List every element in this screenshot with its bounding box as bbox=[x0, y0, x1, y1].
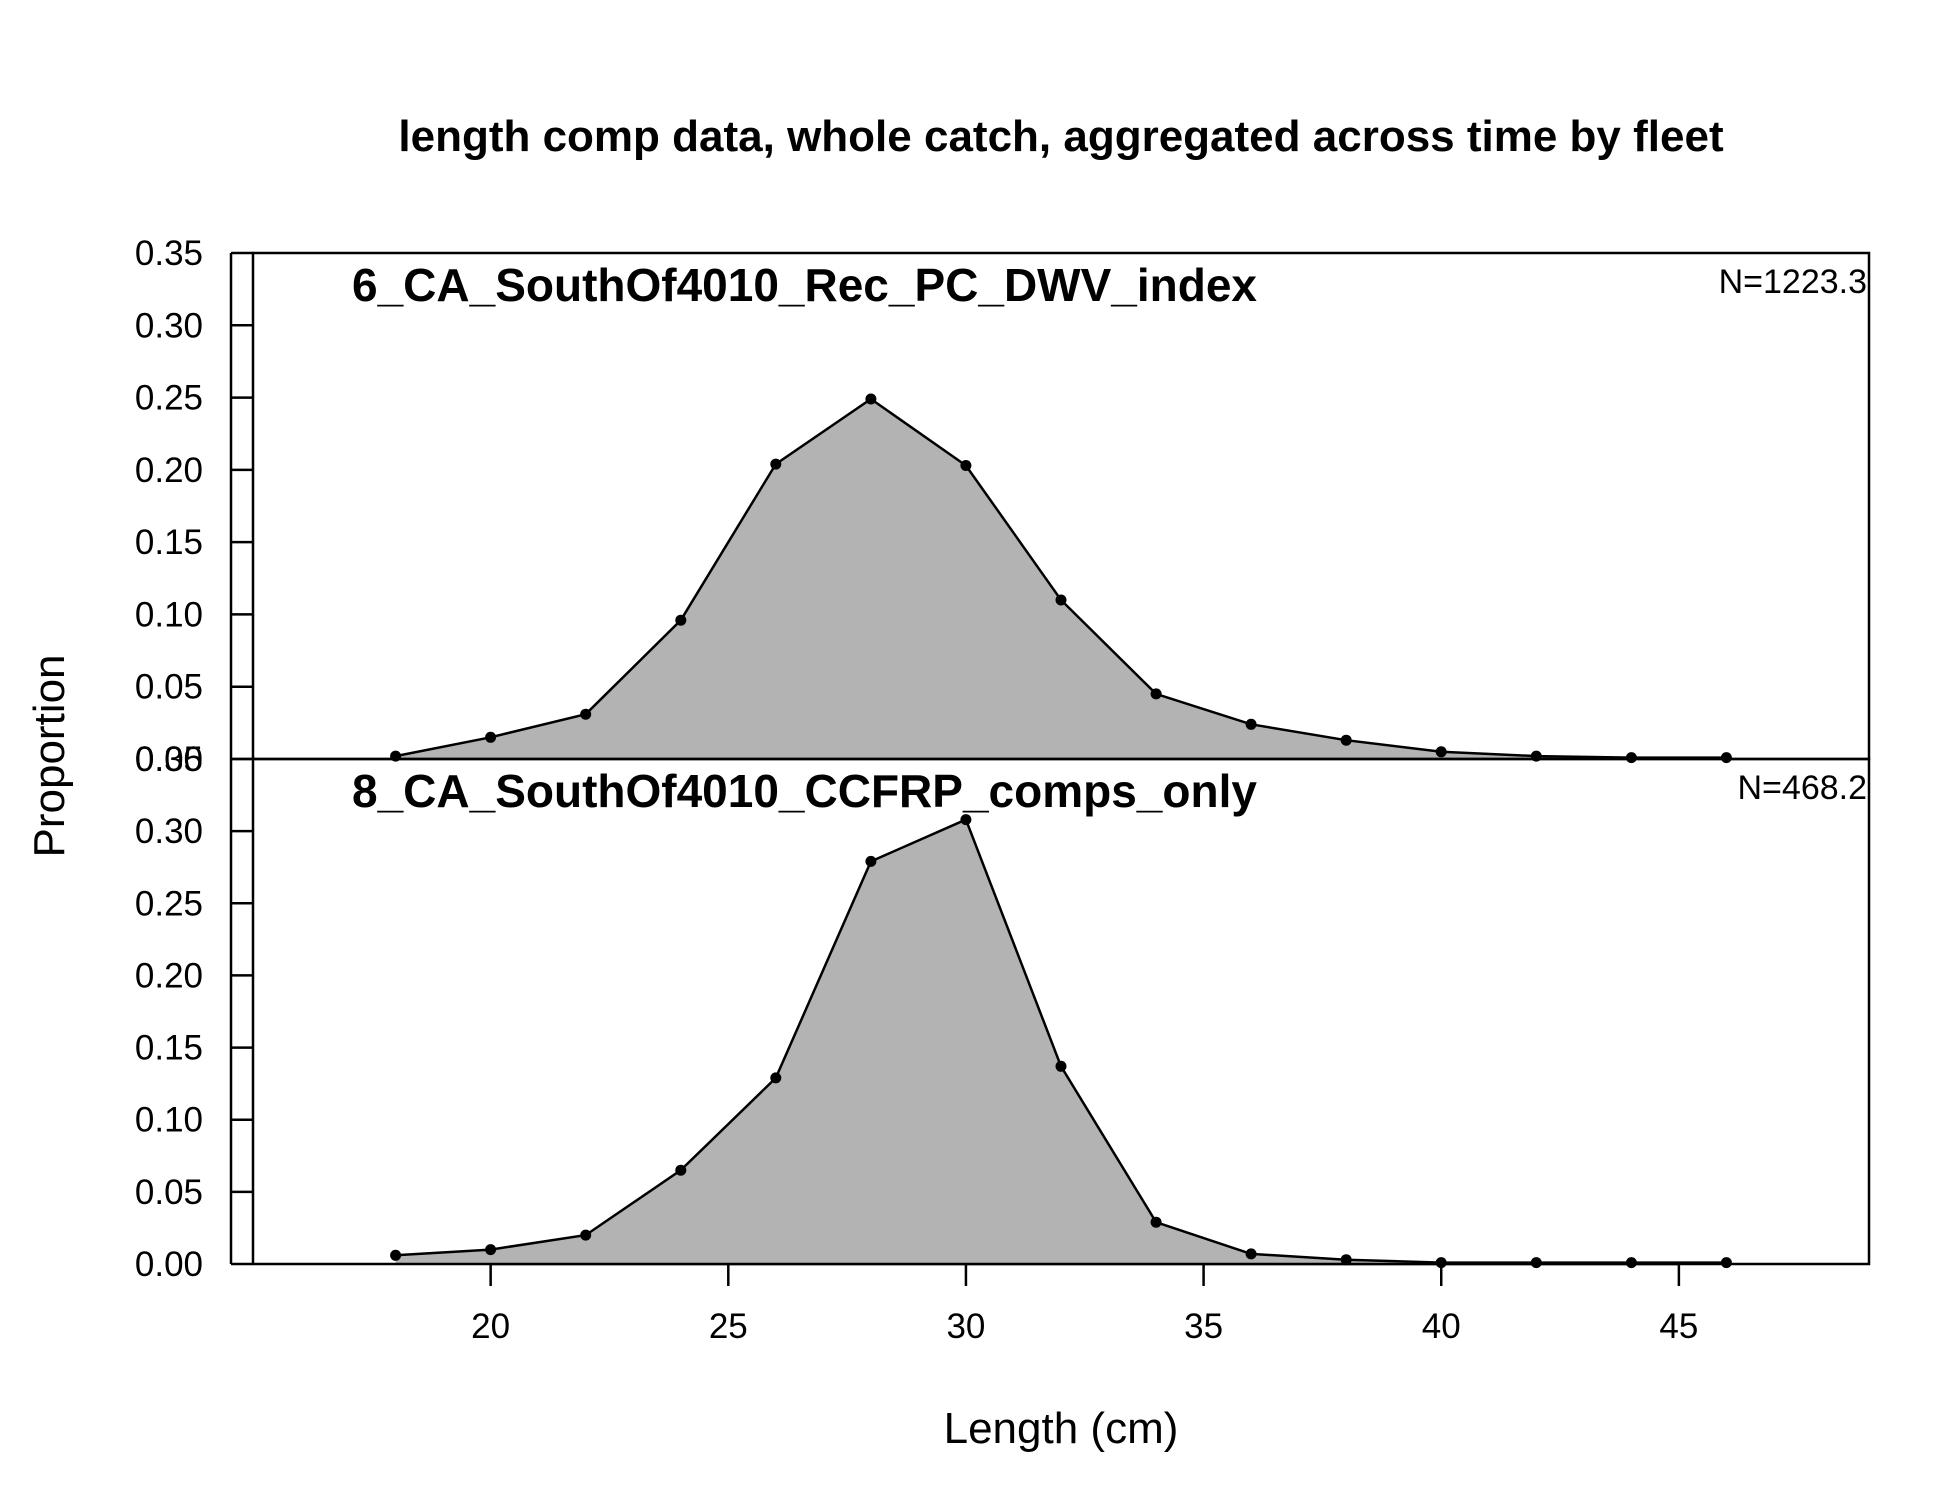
y-axis-title: Proportion bbox=[25, 654, 74, 857]
data-point bbox=[1435, 746, 1447, 758]
y-tick-label: 0.15 bbox=[135, 1029, 203, 1068]
data-point bbox=[675, 614, 687, 626]
x-tick-label: 20 bbox=[471, 1307, 510, 1346]
sample-size-label-1: N=1223.3 bbox=[1719, 263, 1867, 301]
data-point bbox=[960, 460, 972, 471]
data-point bbox=[1530, 1257, 1542, 1269]
data-point bbox=[960, 814, 972, 826]
data-point bbox=[1720, 752, 1732, 764]
panel-box-2 bbox=[251, 757, 1871, 1266]
y-tick-label: 0.05 bbox=[135, 1173, 203, 1212]
y-tick-label: 0.35 bbox=[135, 740, 203, 779]
data-point bbox=[485, 1244, 497, 1256]
data-point bbox=[580, 1229, 592, 1241]
data-point bbox=[770, 1072, 782, 1084]
y-tick-label: 0.10 bbox=[135, 595, 203, 634]
x-tick-label: 45 bbox=[1659, 1307, 1698, 1346]
y-tick-label: 0.10 bbox=[135, 1101, 203, 1140]
series-area-1 bbox=[395, 399, 1727, 759]
sample-size-label-2: N=468.2 bbox=[1738, 769, 1868, 807]
panel-2: 0.00 0.05 0.10 0.15 0.20 0.25 0.30 0.35 8_CA_Sou… bbox=[135, 740, 1871, 1284]
y-tick-label: 0.20 bbox=[135, 451, 203, 490]
data-point bbox=[485, 731, 497, 743]
data-point bbox=[1055, 1060, 1067, 1072]
data-point bbox=[1245, 1248, 1257, 1260]
y-tick-label: 0.15 bbox=[135, 523, 203, 562]
y-tick-label: 0.05 bbox=[135, 668, 203, 707]
x-tick-label: 35 bbox=[1184, 1307, 1223, 1346]
data-point bbox=[1625, 1257, 1637, 1269]
data-point bbox=[1625, 752, 1637, 764]
data-point bbox=[1245, 718, 1257, 730]
data-point bbox=[1340, 1254, 1352, 1266]
data-point bbox=[865, 393, 877, 405]
y-tick-label: 0.20 bbox=[135, 956, 203, 995]
data-point bbox=[1720, 1257, 1732, 1269]
chart-title: length comp data, whole catch, aggregate… bbox=[398, 112, 1724, 161]
y-tick-label: 0.30 bbox=[135, 306, 203, 345]
y-tick-label: 0.25 bbox=[135, 379, 203, 418]
x-axis-title: Length (cm) bbox=[944, 1404, 1179, 1453]
series-area-2 bbox=[395, 819, 1727, 1264]
y-tick-label: 0.00 bbox=[135, 1245, 203, 1284]
chart-panels: 0.00 0.05 0.10 0.15 0.20 0.25 0.30 0.35 6_CA_Sou… bbox=[135, 234, 1871, 1284]
y-tick-label: 0.35 bbox=[135, 234, 203, 273]
y-tick-label: 0.30 bbox=[135, 812, 203, 851]
panel-title-1: 6_CA_SouthOf4010_Rec_PC_DWV_index bbox=[352, 259, 1257, 311]
y-tick-label: 0.00 bbox=[135, 740, 203, 779]
data-point bbox=[1150, 1216, 1162, 1228]
data-point bbox=[1055, 594, 1067, 606]
data-point bbox=[865, 855, 877, 867]
panel-title-2: 8_CA_SouthOf4010_CCFRP_comps_only bbox=[352, 765, 1257, 817]
x-tick-label: 25 bbox=[709, 1307, 748, 1346]
panel-1: 0.00 0.05 0.10 0.15 0.20 0.25 0.30 0.35 6_CA_Sou… bbox=[135, 234, 1871, 779]
data-point bbox=[1150, 688, 1162, 700]
data-point bbox=[390, 1249, 402, 1261]
data-point bbox=[580, 708, 592, 720]
y-tick-label: 0.25 bbox=[135, 884, 203, 923]
data-point bbox=[1340, 734, 1352, 746]
x-tick-label: 30 bbox=[946, 1307, 985, 1346]
data-point bbox=[1435, 1257, 1447, 1269]
data-point bbox=[770, 458, 782, 470]
x-axis: 20 25 30 35 40 45 bbox=[471, 1262, 1698, 1346]
x-tick-label: 40 bbox=[1422, 1307, 1461, 1346]
data-point bbox=[675, 1164, 687, 1176]
